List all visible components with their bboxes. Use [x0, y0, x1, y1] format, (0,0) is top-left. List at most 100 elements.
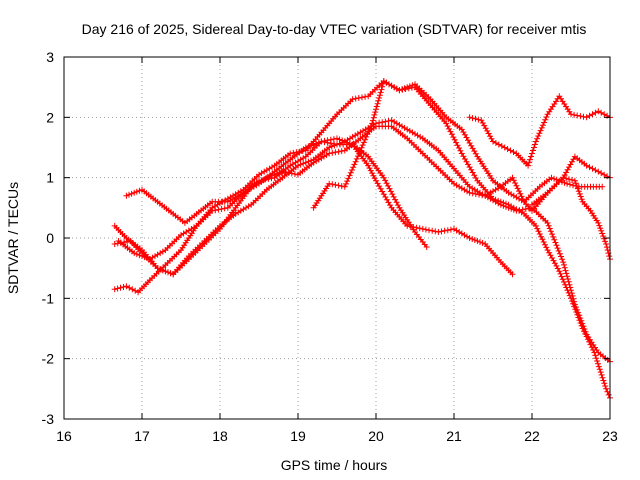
data-point-marker [600, 233, 607, 240]
axis-ticks [63, 56, 611, 420]
data-point-marker [490, 138, 496, 145]
data-point-marker [472, 191, 479, 197]
data-point-marker [374, 100, 381, 107]
data-point-marker [355, 95, 362, 101]
data-point-marker [259, 177, 266, 184]
data-point-marker [478, 117, 485, 124]
data-point-marker [380, 174, 387, 181]
data-point-marker [476, 191, 482, 198]
data-point-marker [326, 144, 333, 151]
data-point-marker [492, 196, 499, 203]
data-point-marker [552, 239, 559, 246]
data-point-marker [429, 227, 436, 234]
data-point-marker [139, 253, 145, 260]
data-point-marker [422, 226, 429, 233]
data-point-marker [548, 174, 555, 181]
data-point-marker [595, 363, 602, 370]
data-point-marker [580, 113, 587, 120]
data-point-marker [447, 128, 454, 135]
data-point-marker [318, 138, 325, 145]
data-point-marker [559, 276, 566, 283]
data-point-marker [598, 227, 605, 234]
data-point-marker [410, 224, 417, 231]
data-point-marker [407, 223, 414, 230]
data-point-marker [551, 236, 558, 243]
y-tick-label: 2 [46, 109, 54, 125]
data-point-marker [343, 180, 349, 187]
data-point-marker [395, 202, 401, 209]
data-point-marker [385, 182, 392, 189]
data-point-marker [497, 198, 504, 205]
data-point-marker [546, 225, 553, 232]
data-point-marker [586, 164, 593, 171]
data-point-marker [584, 336, 591, 343]
data-point-marker [131, 189, 138, 196]
data-point-marker [448, 131, 455, 138]
chart-title: Day 216 of 2025, Sidereal Day-to-day VTE… [82, 21, 587, 37]
data-point-marker [504, 146, 511, 152]
data-point-marker [562, 281, 569, 288]
data-point-marker [575, 188, 582, 195]
data-point-marker [597, 225, 604, 232]
data-point-marker [393, 199, 400, 206]
data-point-marker [444, 227, 451, 234]
data-point-marker [128, 190, 135, 197]
data-point-marker [117, 284, 124, 291]
data-point-marker [372, 109, 379, 116]
data-point-marker [603, 241, 610, 247]
data-point-marker [571, 303, 578, 310]
data-point-marker [469, 115, 476, 122]
data-point-marker [457, 147, 464, 154]
data-point-marker [441, 227, 448, 234]
data-point-marker [347, 169, 354, 176]
data-point-marker [594, 358, 601, 364]
data-point-marker [588, 344, 595, 351]
data-point-marker [514, 185, 521, 192]
data-point-marker [593, 355, 600, 362]
data-point-marker [111, 286, 118, 293]
data-point-marker [534, 225, 541, 232]
data-point-marker [547, 228, 554, 235]
data-point-marker [392, 196, 399, 203]
data-point-marker [566, 176, 572, 183]
data-point-marker [288, 170, 295, 177]
data-point-marker [111, 241, 118, 247]
data-point-marker [285, 169, 292, 176]
data-point-marker [369, 120, 376, 127]
data-point-marker [565, 289, 572, 296]
data-point-marker [321, 137, 328, 144]
series-line [114, 125, 611, 363]
data-point-marker [564, 166, 571, 173]
data-point-marker [576, 190, 583, 197]
data-point-marker [432, 228, 439, 235]
data-point-marker [564, 273, 571, 280]
data-point-marker [536, 130, 543, 137]
data-point-marker [543, 114, 550, 120]
data-point-marker [296, 148, 303, 155]
data-point-marker [167, 270, 174, 277]
data-point-marker [595, 168, 602, 175]
data-point-marker [479, 120, 486, 126]
data-point-marker [359, 94, 365, 101]
data-point-marker [305, 158, 312, 165]
data-point-marker [545, 222, 552, 229]
data-point-marker [606, 253, 613, 260]
series-track-3 [111, 123, 613, 365]
y-tick-label: 3 [46, 49, 54, 65]
x-tick-label: 22 [524, 428, 540, 444]
data-point-marker [367, 123, 374, 130]
data-point-marker [413, 224, 420, 231]
data-point-marker [603, 244, 610, 251]
data-point-marker [510, 177, 517, 184]
data-point-marker [572, 180, 579, 187]
data-point-marker [487, 133, 494, 140]
data-point-marker [595, 219, 602, 226]
data-point-marker [324, 137, 331, 144]
data-point-marker [338, 148, 345, 155]
data-point-marker [492, 140, 499, 146]
data-point-marker [479, 240, 486, 246]
data-point-marker [221, 205, 228, 212]
data-point-marker [423, 244, 430, 251]
data-point-marker [268, 175, 275, 182]
x-tick-label: 21 [446, 428, 462, 444]
